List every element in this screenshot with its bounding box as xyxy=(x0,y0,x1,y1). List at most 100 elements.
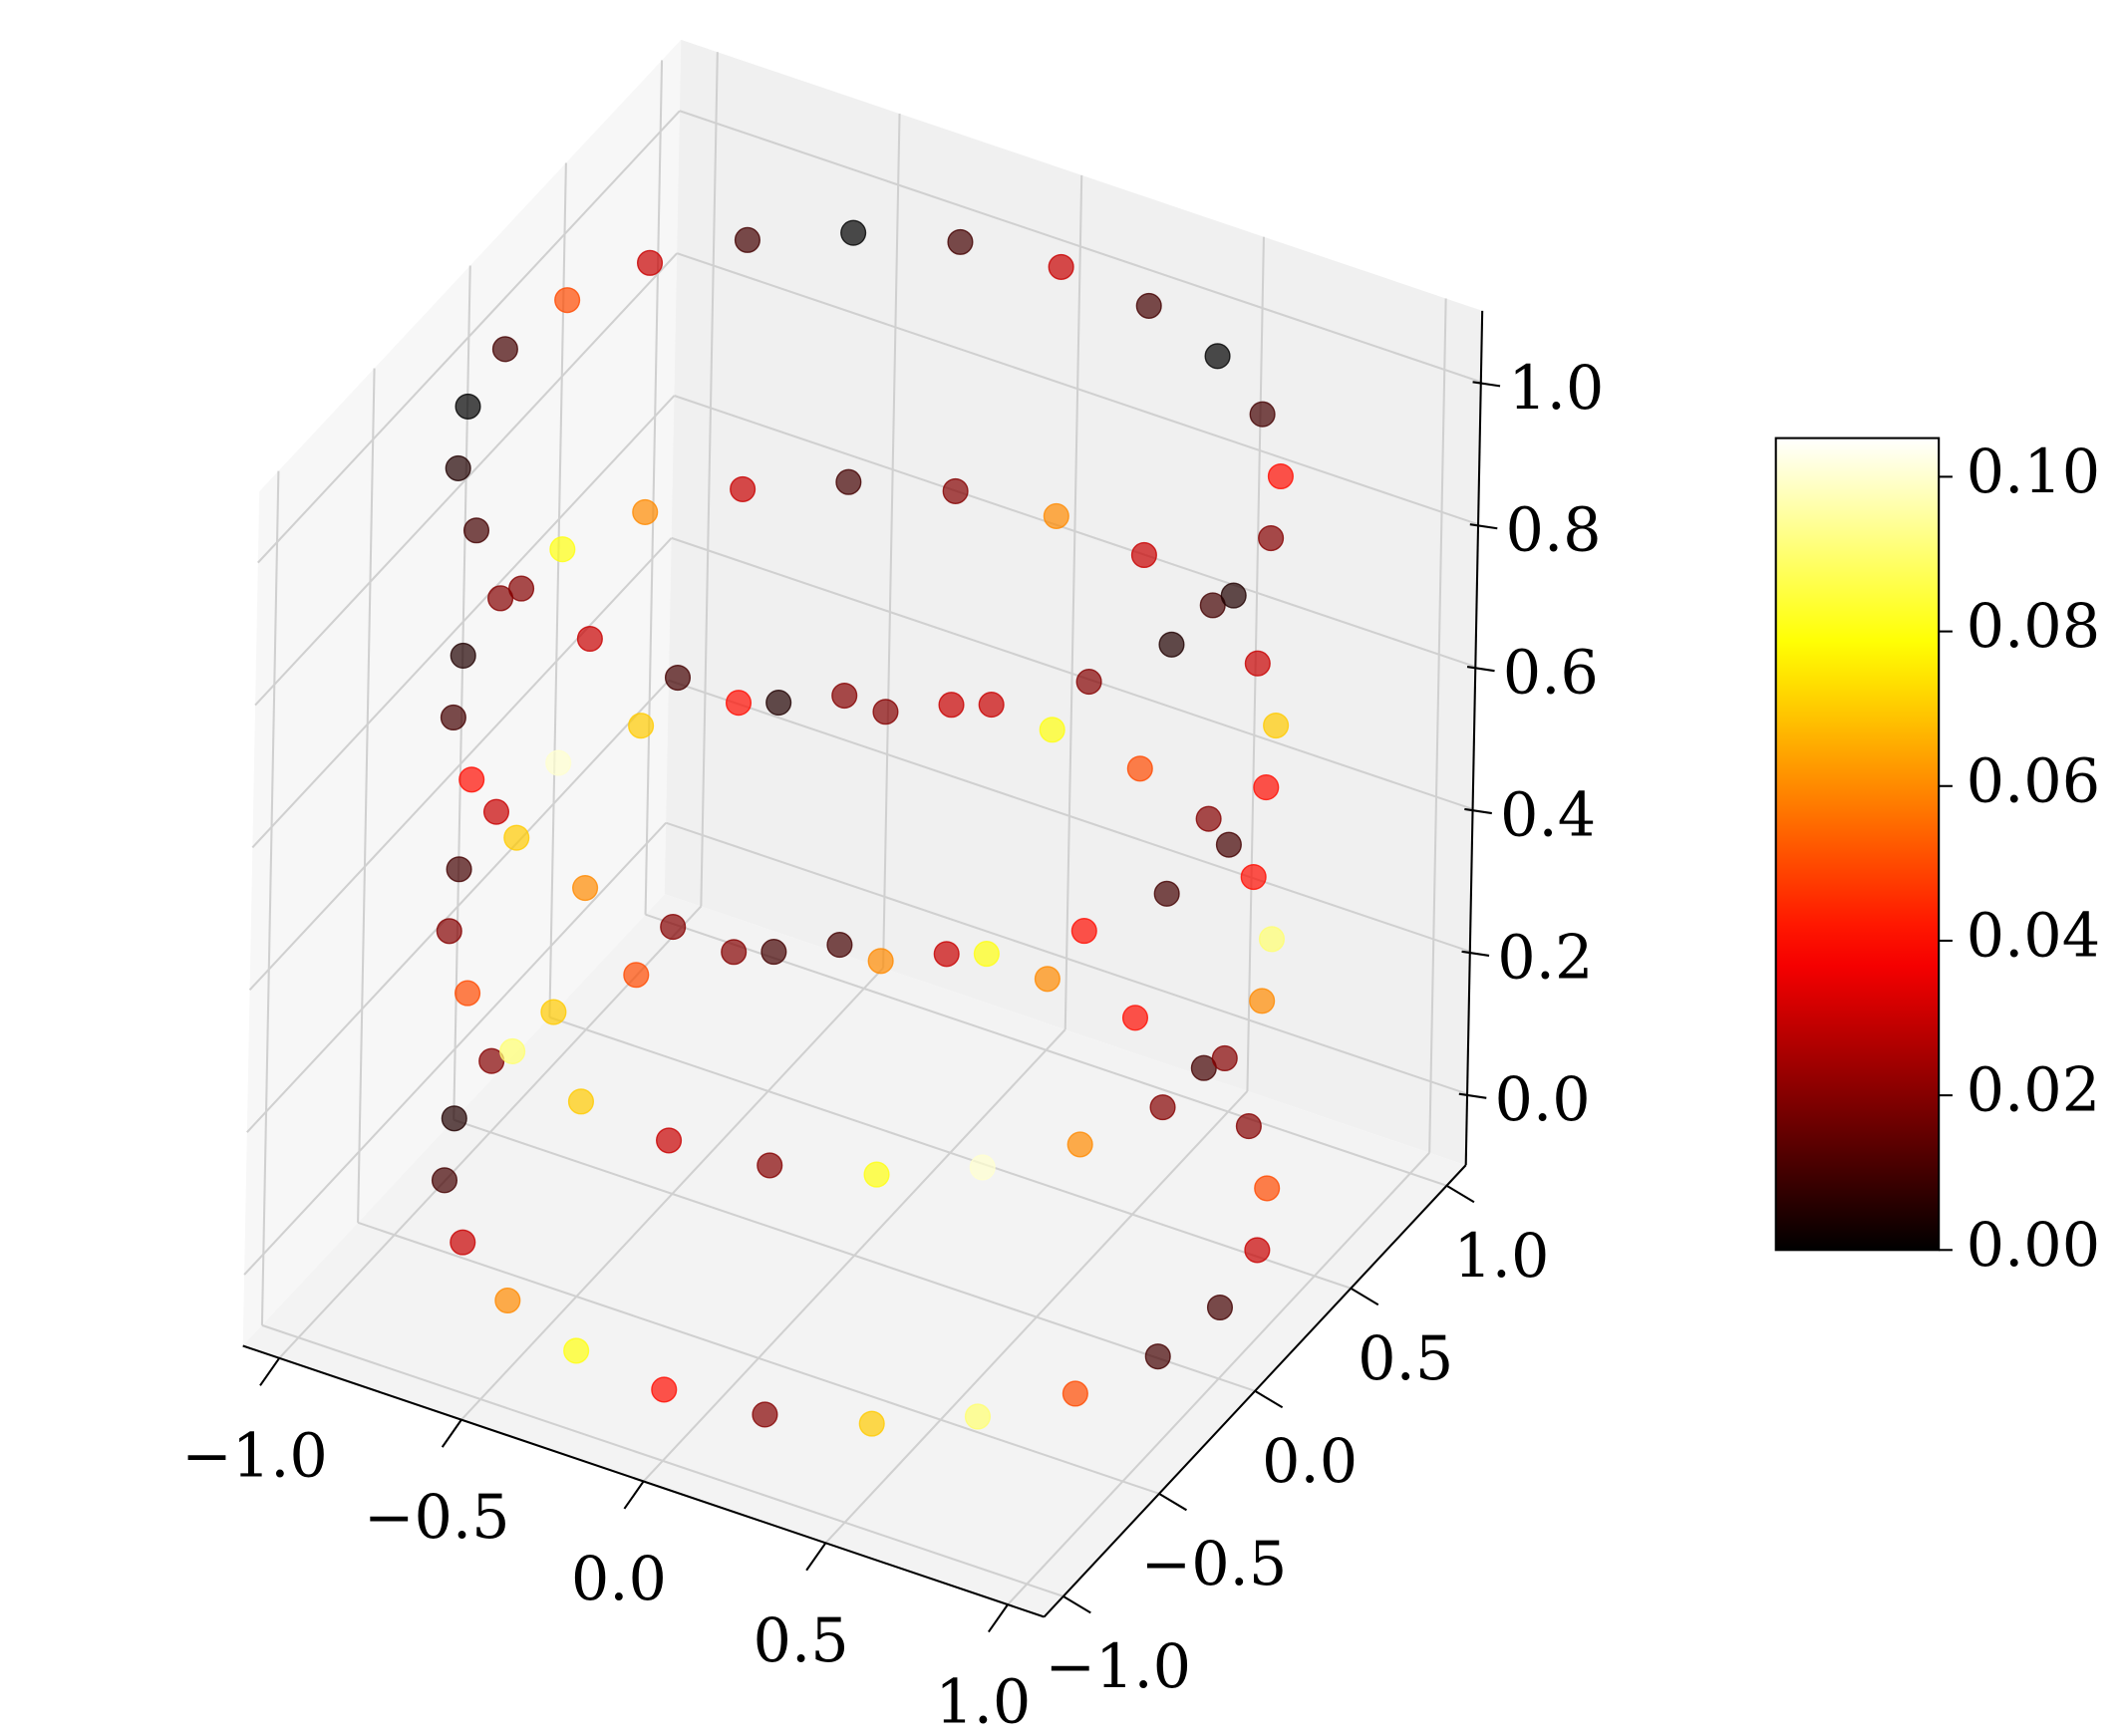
point xyxy=(632,498,659,525)
x-axis-line xyxy=(242,1344,1045,1618)
point xyxy=(1135,292,1162,319)
point xyxy=(1258,926,1286,953)
point xyxy=(1244,650,1271,677)
colorbar-tick-label: 0.06 xyxy=(1967,746,2101,816)
point xyxy=(858,1410,885,1437)
point xyxy=(482,798,510,825)
grid-line xyxy=(257,110,681,564)
z-tick-label: 0.8 xyxy=(1506,496,1602,566)
z-tick-label: 0.0 xyxy=(1495,1065,1591,1135)
y-tick-label: 0.0 xyxy=(1262,1427,1358,1497)
point xyxy=(734,226,760,253)
grid-line xyxy=(261,1323,1064,1597)
point xyxy=(494,1287,521,1314)
point xyxy=(445,454,471,481)
colorbar: 0.00 0.02 0.04 0.06 0.08 0.10 xyxy=(1774,436,2101,1281)
y-tick xyxy=(1445,1184,1475,1204)
grid-line xyxy=(254,252,678,707)
point xyxy=(1149,1094,1176,1121)
z-tick-label: 0.6 xyxy=(1503,639,1599,709)
grid-line xyxy=(243,821,667,1276)
grid-line xyxy=(882,114,901,969)
point xyxy=(628,713,655,739)
point xyxy=(623,962,650,989)
x-tick xyxy=(259,1357,281,1386)
y-tick-label: −1.0 xyxy=(1045,1632,1191,1702)
point xyxy=(1206,1294,1234,1321)
point xyxy=(1204,343,1231,370)
y-tick xyxy=(1062,1594,1091,1614)
x-tick xyxy=(623,1480,645,1510)
grid-line xyxy=(549,1015,1352,1290)
point xyxy=(1144,1343,1171,1370)
point xyxy=(1066,1131,1093,1158)
point xyxy=(1130,541,1157,569)
z-tick xyxy=(1469,523,1498,530)
point xyxy=(1254,1175,1281,1202)
point xyxy=(664,664,692,692)
point xyxy=(1253,774,1280,801)
x-tick xyxy=(987,1603,1009,1633)
point xyxy=(636,249,664,276)
point xyxy=(503,824,530,851)
z-tick xyxy=(1472,381,1501,388)
point xyxy=(1240,863,1267,891)
point xyxy=(947,228,974,255)
point xyxy=(969,1154,996,1181)
point xyxy=(436,918,462,945)
grid-line xyxy=(251,395,676,849)
point xyxy=(450,1229,476,1256)
x-tick-label: 0.0 xyxy=(571,1545,667,1614)
point xyxy=(446,856,472,883)
point xyxy=(554,287,581,314)
point xyxy=(545,749,572,776)
grid-line xyxy=(453,1118,1256,1392)
point xyxy=(867,948,894,975)
point xyxy=(1263,712,1290,739)
point xyxy=(458,766,485,793)
grid-line xyxy=(674,395,1476,669)
point xyxy=(572,874,599,902)
grid-line xyxy=(1063,174,1083,1030)
point xyxy=(1048,253,1074,280)
y-tick-label: 1.0 xyxy=(1453,1222,1549,1292)
point xyxy=(1075,669,1102,696)
grid-line xyxy=(671,536,1473,810)
grid-line xyxy=(668,679,1471,953)
y-tick xyxy=(1350,1287,1379,1306)
point xyxy=(725,690,753,717)
point xyxy=(567,1088,595,1115)
colorbar-gradient xyxy=(1774,436,1941,1252)
point xyxy=(938,692,965,719)
point xyxy=(651,1376,678,1403)
grid-line xyxy=(248,537,673,991)
colorbar-tick-label: 0.04 xyxy=(1967,902,2101,972)
grid-line xyxy=(357,1221,1160,1495)
x-tick-label: −1.0 xyxy=(181,1421,328,1491)
point xyxy=(1062,1380,1088,1407)
grid-line xyxy=(1428,298,1447,1153)
x-tick-label: 1.0 xyxy=(935,1668,1031,1736)
point xyxy=(973,941,1000,968)
point xyxy=(549,536,576,563)
x-tick xyxy=(805,1542,827,1572)
point xyxy=(1153,880,1180,907)
point xyxy=(576,625,603,653)
point xyxy=(730,475,757,502)
point xyxy=(835,468,862,495)
axes: −1.0−0.50.00.51.0−1.0−0.50.00.51.00.00.2… xyxy=(181,310,1604,1736)
y-axis-line xyxy=(1043,1164,1467,1618)
point xyxy=(831,682,858,710)
grid-line xyxy=(644,60,664,915)
z-tick xyxy=(1464,807,1492,815)
point xyxy=(826,932,853,959)
point xyxy=(752,1401,778,1428)
point xyxy=(540,999,567,1025)
point xyxy=(872,699,899,725)
point xyxy=(1126,755,1153,782)
point xyxy=(863,1161,890,1188)
grid-line xyxy=(676,252,1479,526)
point xyxy=(499,1037,526,1065)
point xyxy=(1244,1237,1271,1264)
